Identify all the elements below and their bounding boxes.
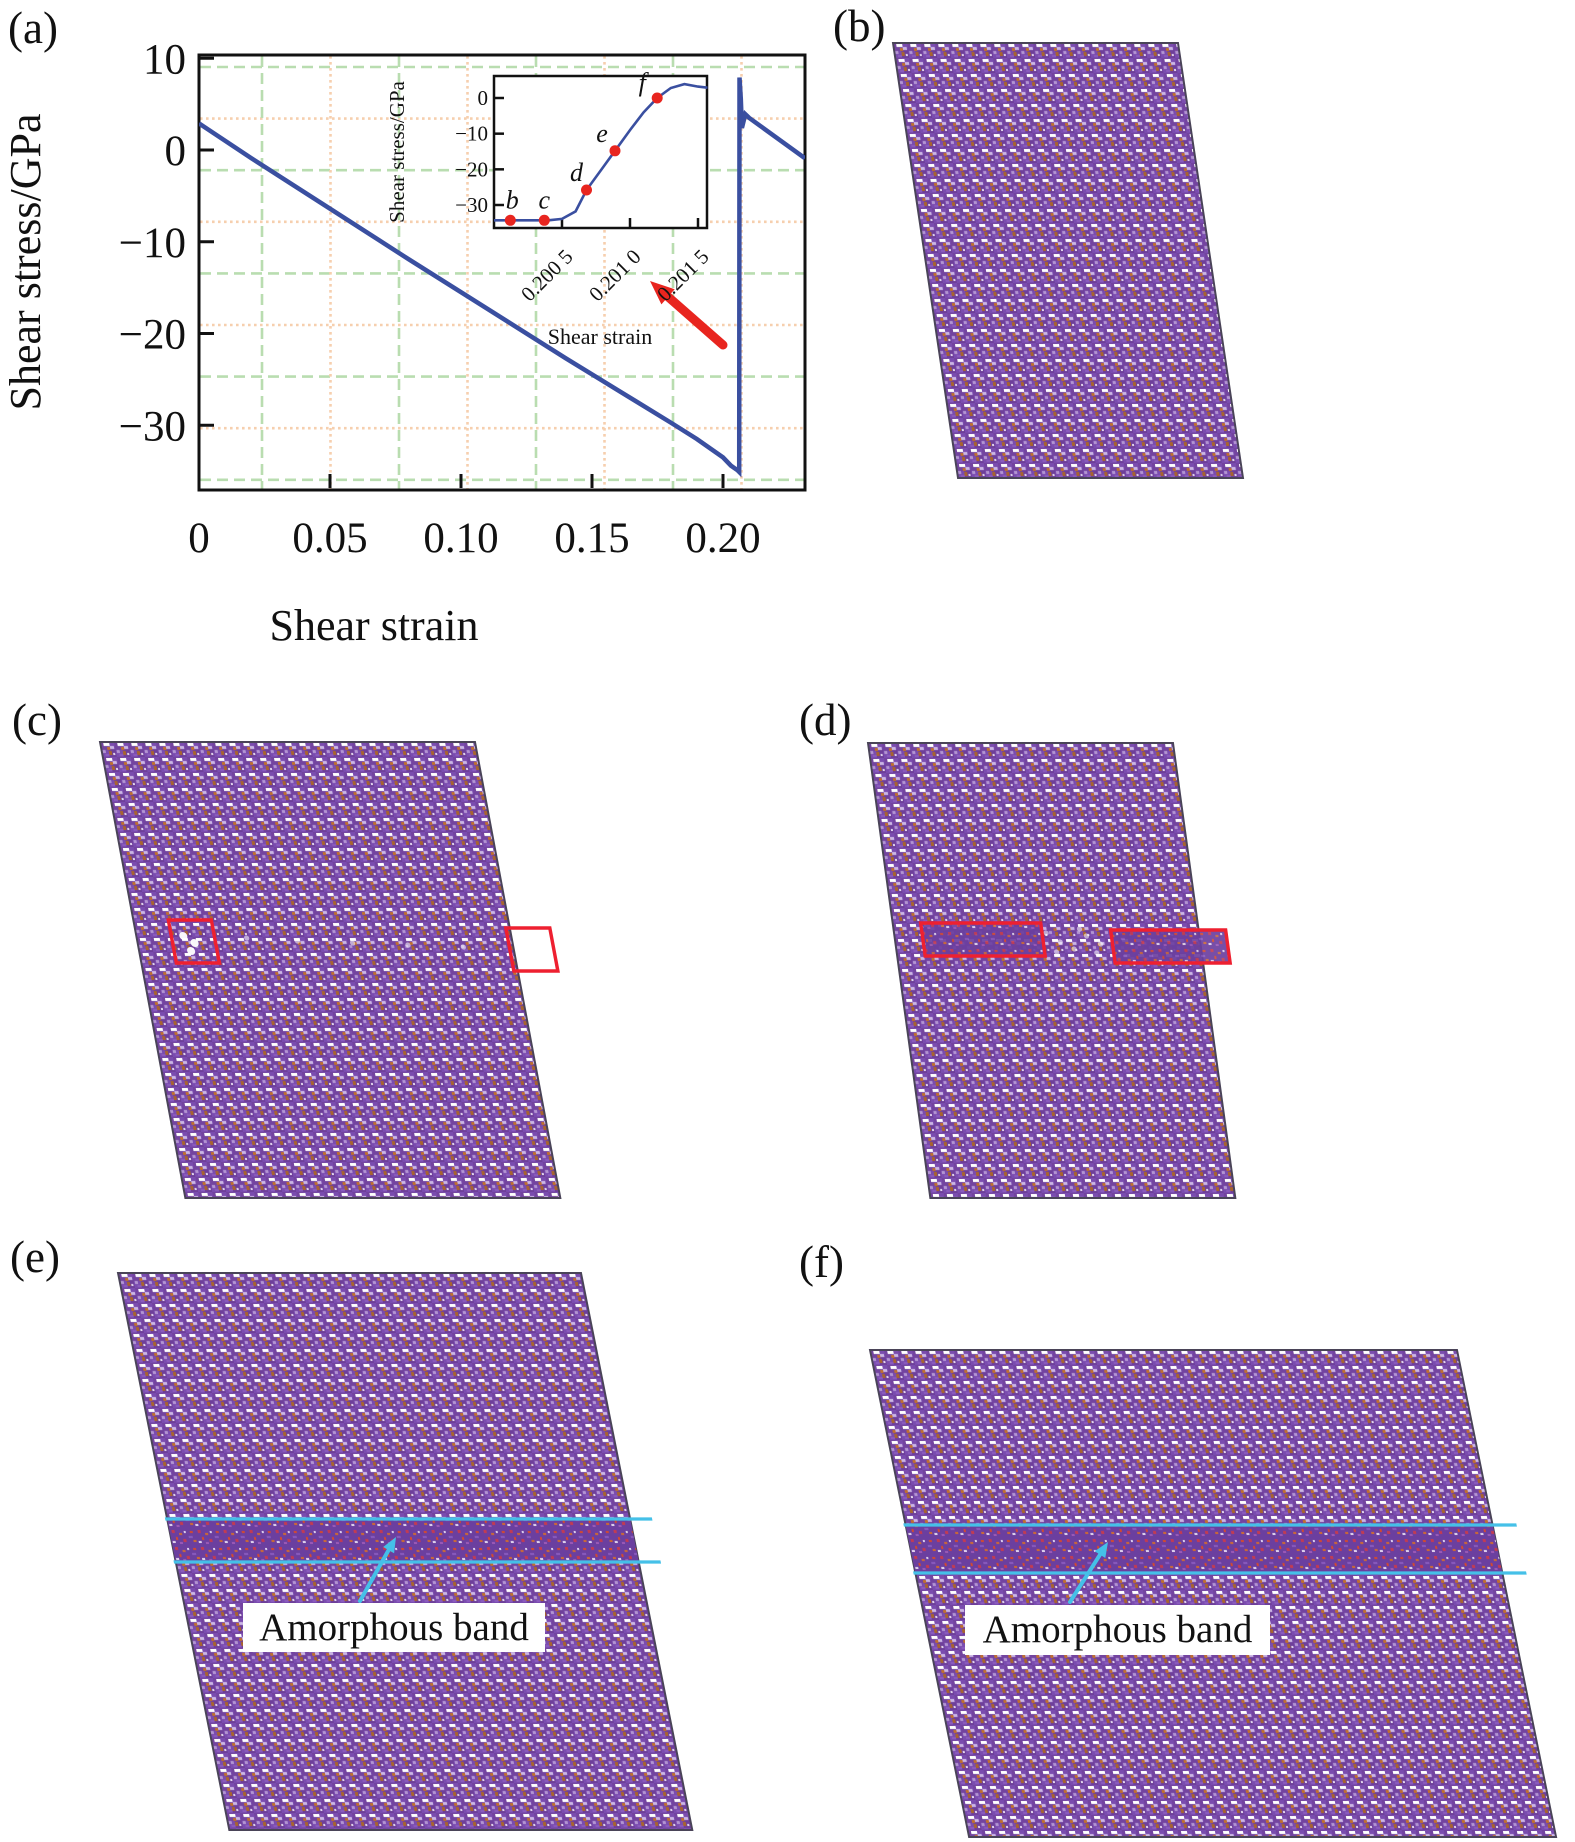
inset-point-label-b: b <box>506 185 519 214</box>
y-axis-title: Shear stress/GPa <box>1 114 50 411</box>
x-axis-title: Shear strain <box>270 601 479 650</box>
svg-text:0: 0 <box>188 515 210 562</box>
svg-text:0.05: 0.05 <box>292 515 367 562</box>
svg-text:−10: −10 <box>119 220 186 267</box>
simulation-cell <box>891 42 1245 479</box>
inset-point-label-f: f <box>639 68 650 97</box>
inset-pointer-arrow <box>650 281 728 350</box>
inset-chart: 0.200 5 0.201 0 0.201 5 0 −10 −20 −30 Shear str… <box>385 68 714 349</box>
svg-text:−30: −30 <box>119 403 186 450</box>
amorphous-band-label: Amorphous band <box>259 1606 529 1649</box>
panel-label-c: (c) <box>12 695 62 745</box>
inset-point-d <box>581 184 592 196</box>
svg-text:0.200 5: 0.200 5 <box>516 245 578 307</box>
svg-text:0.15: 0.15 <box>554 515 629 562</box>
amorphous-band-callout: Amorphous band <box>965 1542 1270 1655</box>
inset-point-c <box>538 214 550 226</box>
inset-x-axis-title: Shear strain <box>548 324 652 349</box>
svg-text:0.201 5: 0.201 5 <box>652 245 714 307</box>
amorphous-band-callout: Amorphous band <box>243 1537 545 1652</box>
svg-text:−20: −20 <box>455 157 488 181</box>
panel-label-f: (f) <box>799 1237 844 1287</box>
simulation-cell <box>866 742 1237 1199</box>
inset-point-label-e: e <box>596 119 608 148</box>
amorphous-band-region <box>167 1519 639 1562</box>
svg-text:0.201 0: 0.201 0 <box>584 245 646 307</box>
svg-text:−30: −30 <box>455 193 488 217</box>
svg-text:−10: −10 <box>455 122 488 146</box>
inset-curve <box>494 82 708 222</box>
svg-text:−20: −20 <box>119 312 186 359</box>
svg-text:10: 10 <box>143 36 186 83</box>
stress-strain-curve <box>199 77 805 478</box>
amorphous-band-region <box>905 1525 1503 1573</box>
lattice-snapshot-d <box>866 742 1237 1199</box>
lattice-snapshot-b <box>891 42 1245 479</box>
svg-text:0: 0 <box>478 86 489 110</box>
defect-highlight-box-1 <box>166 918 222 965</box>
panel-label-a: (a) <box>8 3 58 53</box>
svg-text:0: 0 <box>165 128 187 175</box>
svg-text:0.10: 0.10 <box>423 515 498 562</box>
panel-label-d: (d) <box>799 695 852 745</box>
svg-text:0.20: 0.20 <box>685 515 760 562</box>
lattice-snapshot-e: Amorphous band <box>116 1272 694 1831</box>
lattice-snapshot-c <box>98 741 562 1199</box>
amorphous-band-label: Amorphous band <box>983 1608 1253 1651</box>
simulation-cell <box>98 741 562 1199</box>
lattice-snapshot-f: Amorphous band <box>868 1349 1558 1838</box>
inset-point-e <box>609 145 621 157</box>
defect-highlight-box-2 <box>1108 928 1233 965</box>
panel-label-b: (b) <box>833 1 886 51</box>
inset-point-b <box>504 214 516 226</box>
inset-point-label-c: c <box>539 185 551 214</box>
inset-y-axis-title: Shear stress/GPa <box>385 80 409 222</box>
inset-point-label-d: d <box>570 158 584 187</box>
simulation-cell <box>868 1349 1558 1838</box>
stress-strain-chart: 0 0.05 0.10 0.15 0.20 10 0 −10 −20 −30 Shear strai… <box>1 36 807 650</box>
inset-point-f <box>651 92 663 104</box>
defect-highlight-box-1 <box>918 921 1048 958</box>
panel-label-e: (e) <box>10 1232 60 1282</box>
defect-highlight-box-2 <box>503 926 560 973</box>
